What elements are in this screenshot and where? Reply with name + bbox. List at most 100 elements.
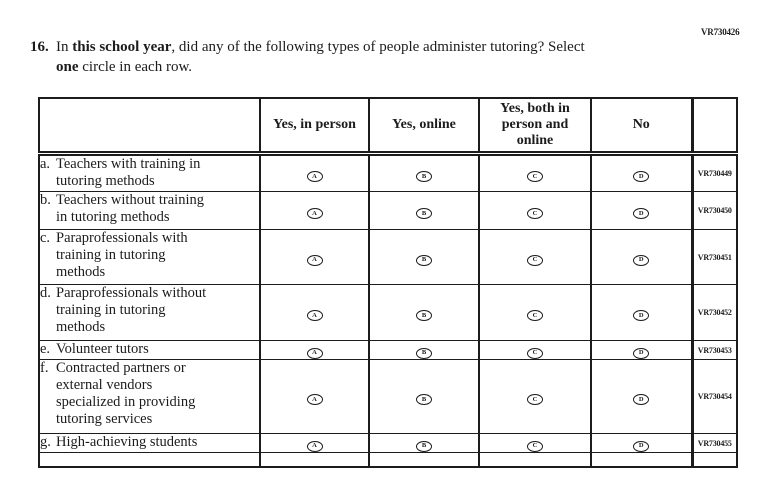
row-label-text: external vendors xyxy=(56,377,153,393)
question-number: 16. xyxy=(30,39,49,55)
bubble-cell-yes-in-person: A xyxy=(259,191,369,230)
bubble-option-d[interactable]: D xyxy=(633,394,650,406)
bubble-option-d[interactable]: D xyxy=(633,208,650,220)
row-label-f: f. Contracted partners or external vendor… xyxy=(38,359,260,434)
row-label-text: Contracted partners or xyxy=(56,360,186,376)
bubble-cell-yes-both: C xyxy=(478,340,591,360)
bubble-option-b[interactable]: B xyxy=(416,440,432,452)
question-segment: , did any of the following types of peop… xyxy=(171,39,585,55)
bubble-option-b[interactable]: B xyxy=(416,171,432,183)
bubble-option-a[interactable]: A xyxy=(306,440,323,452)
row-label-d: d. Paraprofessionals without training in … xyxy=(38,284,260,341)
bubble-option-c[interactable]: C xyxy=(527,208,543,220)
question-text: In this school year, did any of the foll… xyxy=(56,37,585,77)
row-label-text: in tutoring methods xyxy=(56,209,170,225)
row-letter: c. xyxy=(40,230,51,246)
clipped-cell xyxy=(259,452,369,467)
clipped-cell xyxy=(590,452,692,467)
row-label-text: Teachers with training in xyxy=(56,156,201,172)
question-line-2: one circle in each row. xyxy=(56,57,585,77)
row-label-c: c. Paraprofessionals with training in tut… xyxy=(38,229,260,285)
header-no: No xyxy=(590,97,692,156)
clipped-cell xyxy=(38,452,260,467)
bubble-option-b[interactable]: B xyxy=(416,310,432,322)
question-segment-bold: one xyxy=(56,59,79,75)
bubble-cell-no: D xyxy=(590,284,692,341)
row-code: VR730449 xyxy=(690,153,737,192)
question-segment: circle in each row. xyxy=(78,59,193,75)
bubble-cell-yes-in-person: A xyxy=(259,153,369,192)
row-label-a: a. Teachers with training in tutoring met… xyxy=(38,153,260,192)
bubble-option-d[interactable]: D xyxy=(633,310,650,322)
bubble-option-b[interactable]: B xyxy=(416,254,432,266)
bubble-option-d[interactable]: D xyxy=(633,440,650,452)
question-16: 16. In this school year, did any of the … xyxy=(30,37,585,77)
bubble-option-a[interactable]: A xyxy=(306,254,323,266)
header-code-blank xyxy=(690,97,737,156)
bubble-option-c[interactable]: C xyxy=(527,394,543,406)
row-code: VR730454 xyxy=(690,359,737,434)
table-row-g: g. High-achieving students A B C D VR7304… xyxy=(38,433,737,453)
bubble-cell-yes-online: B xyxy=(368,433,479,453)
form-accession-code: VR730426 xyxy=(701,27,740,37)
bubble-option-b[interactable]: B xyxy=(416,394,432,406)
bubble-cell-no: D xyxy=(590,229,692,285)
bubble-option-d[interactable]: D xyxy=(633,347,650,359)
row-label-text: Teachers without training xyxy=(56,192,204,208)
row-letter: b. xyxy=(40,192,51,208)
bubble-option-c[interactable]: C xyxy=(527,254,543,266)
row-label-text: Volunteer tutors xyxy=(56,341,149,357)
bubble-option-c[interactable]: C xyxy=(527,310,543,322)
row-label-g: g. High-achieving students xyxy=(38,433,260,453)
row-label-text: training in tutoring xyxy=(56,302,166,318)
bubble-cell-yes-both: C xyxy=(478,433,591,453)
bubble-option-c[interactable]: C xyxy=(527,171,543,183)
row-label-e: e. Volunteer tutors xyxy=(38,340,260,360)
bubble-option-a[interactable]: A xyxy=(306,394,323,406)
bubble-option-a[interactable]: A xyxy=(306,208,323,220)
clipped-cell xyxy=(368,452,479,467)
bubble-cell-yes-online: B xyxy=(368,340,479,360)
row-label-text: methods xyxy=(56,264,106,280)
row-code: VR730451 xyxy=(690,229,737,285)
bubble-cell-yes-in-person: A xyxy=(259,359,369,434)
bubble-option-b[interactable]: B xyxy=(416,208,432,220)
bubble-option-a[interactable]: A xyxy=(306,310,323,322)
table-row-d: d. Paraprofessionals without training in … xyxy=(38,284,737,341)
bubble-cell-yes-both: C xyxy=(478,229,591,285)
row-letter: e. xyxy=(40,341,51,357)
bubble-cell-yes-in-person: A xyxy=(259,433,369,453)
bubble-cell-yes-online: B xyxy=(368,359,479,434)
clipped-cell xyxy=(478,452,591,467)
bubble-option-a[interactable]: A xyxy=(306,171,323,183)
bubble-option-d[interactable]: D xyxy=(633,171,650,183)
bubble-option-d[interactable]: D xyxy=(633,254,650,266)
bubble-cell-no: D xyxy=(590,191,692,230)
row-code: VR730452 xyxy=(690,284,737,341)
header-yes-online: Yes, online xyxy=(368,97,479,156)
response-matrix-wrapper: Yes, in person Yes, online Yes, both in … xyxy=(38,97,742,471)
row-letter: a. xyxy=(40,156,51,172)
bubble-cell-no: D xyxy=(590,433,692,453)
question-segment-bold: this school year xyxy=(72,39,172,55)
bubble-option-a[interactable]: A xyxy=(306,347,323,359)
row-letter: d. xyxy=(40,285,51,301)
bubble-cell-yes-both: C xyxy=(478,153,591,192)
bubble-option-c[interactable]: C xyxy=(527,347,543,359)
table-row-c: c. Paraprofessionals with training in tut… xyxy=(38,229,737,285)
bubble-cell-yes-both: C xyxy=(478,359,591,434)
row-label-text: High-achieving students xyxy=(56,434,198,450)
row-label-text: tutoring services xyxy=(56,411,153,427)
question-segment: In xyxy=(56,39,73,55)
row-label-text: Paraprofessionals without xyxy=(56,285,207,301)
row-label-b: b. Teachers without training in tutoring … xyxy=(38,191,260,230)
header-row: Yes, in person Yes, online Yes, both in … xyxy=(38,97,737,156)
table-row-f: f. Contracted partners or external vendor… xyxy=(38,359,737,434)
bubble-cell-no: D xyxy=(590,153,692,192)
clipped-cell xyxy=(690,452,737,467)
bubble-option-c[interactable]: C xyxy=(527,440,543,452)
row-label-text: methods xyxy=(56,319,106,335)
bubble-option-b[interactable]: B xyxy=(416,347,432,359)
bubble-cell-yes-in-person: A xyxy=(259,340,369,360)
question-line-1: In this school year, did any of the foll… xyxy=(56,37,585,57)
